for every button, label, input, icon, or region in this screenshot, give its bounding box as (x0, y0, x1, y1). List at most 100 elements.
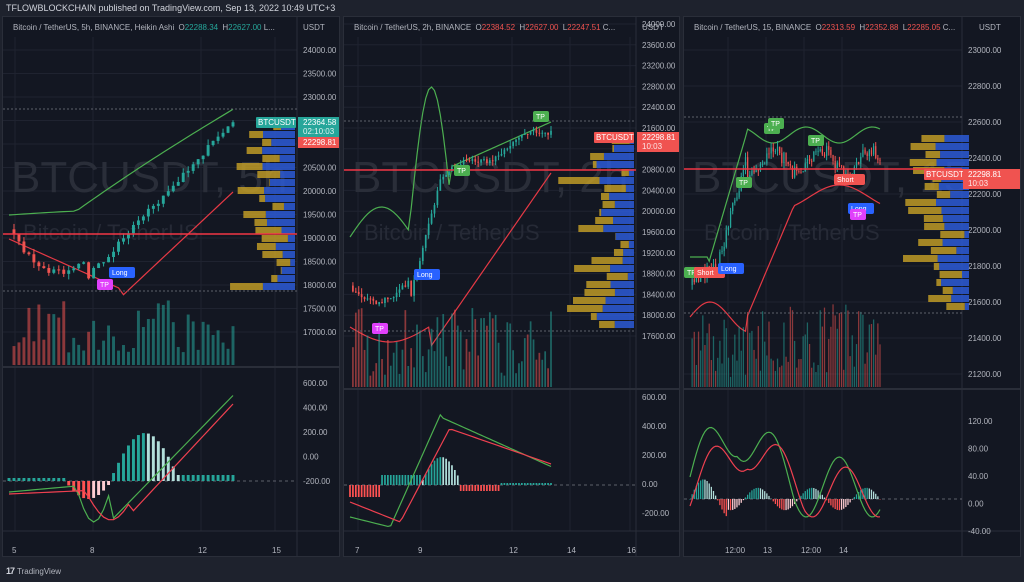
symbol-price-tag[interactable] (924, 169, 964, 180)
price-axis-tick[interactable]: 19200.00 (642, 249, 676, 258)
tp-signal-label[interactable] (736, 177, 752, 188)
chart-panel-5h[interactable]: Bitcoin / TetherUS, 5h, BINANCE, Heikin … (2, 16, 340, 557)
price-axis-tick[interactable]: 22000.00 (968, 226, 1002, 235)
indicator-axis-tick[interactable]: 200.00 (303, 428, 328, 437)
indicator-axis-tick[interactable]: 0.00 (968, 500, 984, 509)
time-axis-tick[interactable]: 16 (627, 546, 636, 555)
price-axis-tick[interactable]: 23200.00 (642, 62, 676, 71)
time-axis-tick[interactable]: 5 (12, 546, 17, 555)
time-axis-tick[interactable]: 7 (355, 546, 360, 555)
price-axis-tick[interactable]: 18000.00 (303, 281, 337, 290)
price-axis-tick[interactable]: 22800.00 (642, 82, 676, 91)
macd-histogram-bar (689, 499, 691, 500)
macd-histogram-bar (719, 499, 721, 506)
price-axis-tick[interactable]: 22800.00 (968, 82, 1002, 91)
price-axis-tick[interactable]: 17500.00 (303, 305, 337, 314)
price-axis-tick[interactable]: 18000.00 (642, 311, 676, 320)
time-axis-tick[interactable]: 13 (763, 546, 772, 555)
secondary-price-tag[interactable] (298, 137, 340, 148)
tp-signal-label[interactable] (97, 279, 113, 290)
time-axis-tick[interactable]: 12 (509, 546, 518, 555)
tp-signal-label[interactable] (850, 209, 866, 220)
indicator-axis-tick[interactable]: 120.00 (968, 417, 993, 426)
long-signal-label[interactable] (109, 267, 135, 278)
indicator-axis-tick[interactable]: -40.00 (968, 527, 991, 536)
symbol-legend[interactable]: Bitcoin / TetherUS, 5h, BINANCE, Heikin … (13, 23, 275, 32)
time-axis-tick[interactable]: 12 (198, 546, 207, 555)
tp-signal-label[interactable] (372, 323, 388, 334)
price-axis-tick[interactable]: 24000.00 (642, 20, 676, 29)
tp-signal-label[interactable] (454, 165, 470, 176)
price-axis-tick[interactable]: 18500.00 (303, 258, 337, 267)
price-axis-tick[interactable]: 23500.00 (303, 70, 337, 79)
price-axis-tick[interactable]: 23600.00 (642, 41, 676, 50)
indicator-axis-tick[interactable]: 80.00 (968, 445, 989, 454)
chart-panel-2h[interactable]: Bitcoin / TetherUS, 2h, BINANCE O22384.5… (343, 16, 680, 557)
time-axis-tick[interactable]: 15 (272, 546, 281, 555)
footer-branding[interactable]: 17 TradingView (6, 566, 61, 576)
indicator-axis-tick[interactable]: 600.00 (642, 393, 667, 402)
price-axis-tick[interactable]: 24000.00 (303, 46, 337, 55)
indicator-axis-tick[interactable]: 400.00 (303, 404, 328, 413)
price-axis-tick[interactable]: 20000.00 (303, 187, 337, 196)
last-price-tag[interactable] (637, 132, 680, 152)
chart-canvas[interactable]: BTCUSDT, 5h Bitcoin / TetherUS 24000.00 235… (3, 17, 340, 557)
time-axis-tick[interactable]: 12:00 (725, 546, 746, 555)
price-axis-tick[interactable]: 19600.00 (642, 228, 676, 237)
time-axis-tick[interactable]: 8 (90, 546, 95, 555)
macd-histogram-bar (847, 499, 849, 505)
price-axis-tick[interactable]: 21800.00 (968, 262, 1002, 271)
last-price-tag[interactable] (963, 169, 1021, 189)
indicator-axis-tick[interactable]: 0.00 (642, 480, 658, 489)
symbol-price-tag[interactable] (594, 132, 634, 143)
price-axis-tick[interactable]: 21400.00 (968, 334, 1002, 343)
chart-panel-15m[interactable]: Bitcoin / TetherUS, 15, BINANCE O22313.5… (683, 16, 1021, 557)
indicator-axis-tick[interactable]: 200.00 (642, 451, 667, 460)
price-axis-tick[interactable]: 20500.00 (303, 164, 337, 173)
price-axis-tick[interactable]: 19000.00 (303, 234, 337, 243)
currency-label[interactable]: USDT (642, 23, 664, 32)
long-signal-label[interactable] (414, 269, 440, 280)
price-axis-tick[interactable]: 21600.00 (642, 124, 676, 133)
time-axis-tick[interactable]: 14 (567, 546, 576, 555)
short-signal-label[interactable] (834, 174, 865, 185)
symbol-price-tag[interactable] (256, 117, 296, 128)
symbol-legend[interactable]: Bitcoin / TetherUS, 15, BINANCE O22313.5… (694, 23, 955, 32)
tp-signal-label[interactable] (768, 118, 784, 129)
price-axis-tick[interactable]: 20000.00 (642, 207, 676, 216)
time-axis-tick[interactable]: 9 (418, 546, 423, 555)
price-axis-tick[interactable]: 22400.00 (968, 154, 1002, 163)
indicator-axis-tick[interactable]: 0.00 (303, 453, 319, 462)
symbol-legend[interactable]: Bitcoin / TetherUS, 2h, BINANCE O22384.5… (354, 23, 615, 32)
long-signal-label[interactable] (718, 263, 744, 274)
time-axis-tick[interactable]: 14 (839, 546, 848, 555)
last-price-tag[interactable] (298, 117, 340, 137)
indicator-axis-tick[interactable]: -200.00 (303, 477, 331, 486)
price-axis-tick[interactable]: 19500.00 (303, 211, 337, 220)
price-axis-tick[interactable]: 22200.00 (968, 190, 1002, 199)
price-axis-tick[interactable]: 23000.00 (968, 46, 1002, 55)
price-axis-tick[interactable]: 22400.00 (642, 103, 676, 112)
tp-signal-label[interactable] (808, 135, 824, 146)
price-axis-tick[interactable]: 17600.00 (642, 332, 676, 341)
price-axis-tick[interactable]: 23000.00 (303, 93, 337, 102)
tp-signal-label[interactable] (533, 111, 549, 122)
time-axis-tick[interactable]: 12:00 (801, 546, 822, 555)
price-axis-tick[interactable]: 18400.00 (642, 290, 676, 299)
price-axis-tick[interactable]: 21600.00 (968, 298, 1002, 307)
short-signal-label[interactable] (694, 267, 725, 278)
price-axis-tick[interactable]: 18800.00 (642, 270, 676, 279)
price-axis-tick[interactable]: 20800.00 (642, 166, 676, 175)
indicator-axis-tick[interactable]: 400.00 (642, 422, 667, 431)
price-axis-tick[interactable]: 21200.00 (968, 370, 1002, 379)
price-axis-tick[interactable]: 20400.00 (642, 186, 676, 195)
price-axis-tick[interactable]: 22600.00 (968, 118, 1002, 127)
indicator-axis-tick[interactable]: 40.00 (968, 472, 989, 481)
indicator-axis-tick[interactable]: 600.00 (303, 379, 328, 388)
currency-label[interactable]: USDT (303, 23, 325, 32)
indicator-axis-tick[interactable]: -200.00 (642, 509, 670, 518)
currency-label[interactable]: USDT (979, 23, 1001, 32)
price-axis-tick[interactable]: 17000.00 (303, 328, 337, 337)
